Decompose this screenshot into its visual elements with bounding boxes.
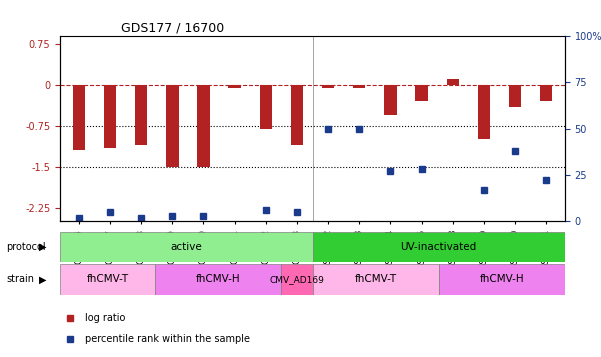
- Bar: [322, 85, 334, 87]
- Text: percentile rank within the sample: percentile rank within the sample: [85, 334, 251, 344]
- Text: fhCMV-H: fhCMV-H: [195, 274, 240, 285]
- Text: CMV_AD169: CMV_AD169: [269, 275, 324, 284]
- FancyBboxPatch shape: [313, 232, 565, 262]
- Text: GDS177 / 16700: GDS177 / 16700: [121, 21, 224, 35]
- FancyBboxPatch shape: [155, 264, 281, 295]
- Text: strain: strain: [6, 274, 34, 285]
- Text: ▶: ▶: [39, 242, 46, 252]
- Bar: [197, 85, 210, 167]
- Bar: [104, 85, 116, 148]
- Bar: [384, 85, 397, 115]
- Bar: [135, 85, 147, 145]
- Bar: [166, 85, 178, 167]
- Text: protocol: protocol: [6, 242, 46, 252]
- Bar: [228, 85, 241, 87]
- FancyBboxPatch shape: [313, 264, 439, 295]
- Bar: [353, 85, 365, 87]
- Bar: [260, 85, 272, 129]
- Text: UV-inactivated: UV-inactivated: [401, 242, 477, 252]
- FancyBboxPatch shape: [439, 264, 565, 295]
- Text: active: active: [171, 242, 202, 252]
- Bar: [478, 85, 490, 140]
- FancyBboxPatch shape: [60, 232, 313, 262]
- FancyBboxPatch shape: [60, 264, 155, 295]
- Text: fhCMV-T: fhCMV-T: [87, 274, 129, 285]
- Bar: [509, 85, 521, 107]
- Bar: [540, 85, 552, 101]
- Bar: [291, 85, 303, 145]
- FancyBboxPatch shape: [281, 264, 313, 295]
- Bar: [415, 85, 428, 101]
- Bar: [73, 85, 85, 150]
- Text: ▶: ▶: [39, 274, 46, 285]
- Bar: [447, 79, 459, 85]
- Text: log ratio: log ratio: [85, 313, 126, 323]
- Text: fhCMV-T: fhCMV-T: [355, 274, 397, 285]
- Text: fhCMV-H: fhCMV-H: [480, 274, 524, 285]
